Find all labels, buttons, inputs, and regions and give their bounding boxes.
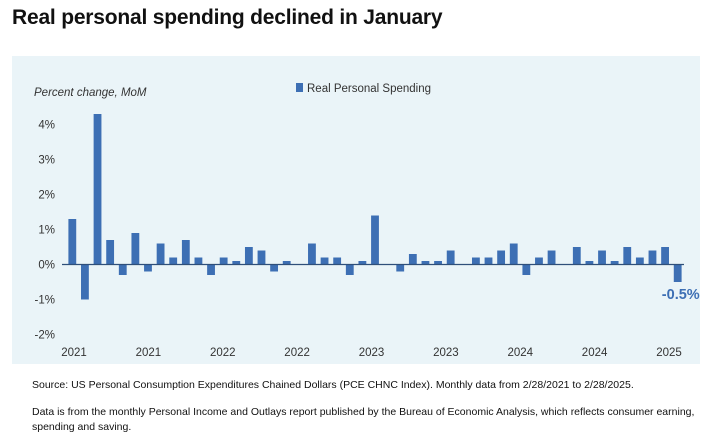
bar [131, 233, 140, 265]
bar [572, 247, 581, 265]
bar [93, 114, 102, 265]
bar [673, 264, 682, 282]
bar [207, 264, 215, 275]
bar [156, 243, 165, 265]
bar [497, 250, 506, 265]
y-tick-label: 0% [38, 260, 55, 272]
bar [358, 261, 367, 265]
y-tick-label: -1% [35, 295, 55, 307]
x-tick-label: 2025 [656, 347, 682, 359]
y-tick-label: 1% [38, 225, 55, 237]
y-tick-label: -2% [35, 330, 55, 342]
bar [408, 254, 417, 265]
bar [610, 261, 619, 265]
bar [106, 240, 115, 265]
bar [144, 264, 152, 272]
x-tick-label: 2022 [284, 347, 310, 359]
chart-title: Real personal spending declined in Janua… [12, 6, 443, 29]
bar [308, 243, 316, 265]
bar [446, 250, 455, 265]
bar [421, 261, 430, 265]
x-tick-label: 2023 [433, 347, 459, 359]
x-tick-label: 2021 [136, 347, 162, 359]
x-tick-label: 2023 [359, 347, 385, 359]
bar [434, 261, 442, 265]
legend-label: Real Personal Spending [307, 83, 431, 95]
bar [484, 257, 493, 265]
bar [194, 257, 203, 265]
bar [169, 257, 178, 265]
bar-chart: Percent change, MoM Real Personal Spendi… [34, 83, 700, 359]
x-tick-label: 2022 [210, 347, 236, 359]
bar [471, 257, 480, 265]
bar [371, 215, 379, 265]
bar [509, 243, 518, 265]
bar [270, 264, 279, 272]
bar [648, 250, 657, 265]
bar [320, 257, 329, 265]
bar [598, 250, 606, 265]
y-tick-label: 4% [38, 120, 55, 132]
legend-swatch [296, 83, 303, 92]
source-note: Source: US Personal Consumption Expendit… [32, 379, 634, 391]
y-axis: -2% -1% 0% 1% 2% 3% 4% [35, 120, 55, 342]
bar [522, 264, 531, 275]
bar [535, 257, 543, 265]
bar [333, 257, 342, 265]
bar [623, 247, 632, 265]
bar [345, 264, 354, 275]
chart-legend: Real Personal Spending [296, 83, 431, 95]
chart-background-panel [12, 56, 700, 364]
bar [68, 219, 77, 265]
bar [81, 264, 89, 300]
last-value-callout: -0.5% [662, 287, 700, 303]
bar [244, 247, 253, 265]
bar [585, 261, 594, 265]
bar [547, 250, 556, 265]
bar [118, 264, 127, 275]
x-tick-label: 2024 [508, 347, 534, 359]
y-tick-label: 2% [38, 190, 55, 202]
x-tick-label: 2024 [582, 347, 608, 359]
bar [232, 261, 241, 265]
x-tick-label: 2021 [61, 347, 87, 359]
y-axis-label: Percent change, MoM [34, 87, 147, 99]
bar [257, 250, 266, 265]
bar [282, 261, 291, 265]
x-axis: 2021 2021 2022 2022 2023 2023 2024 2024 2025 [61, 347, 682, 359]
bar [396, 264, 405, 272]
bar [635, 257, 644, 265]
data-description-note: Data is from the monthly Personal Income… [32, 406, 695, 433]
bar [219, 257, 228, 265]
y-tick-label: 3% [38, 155, 55, 167]
bar [661, 247, 669, 265]
bar [181, 240, 190, 265]
bar-series [68, 114, 682, 300]
